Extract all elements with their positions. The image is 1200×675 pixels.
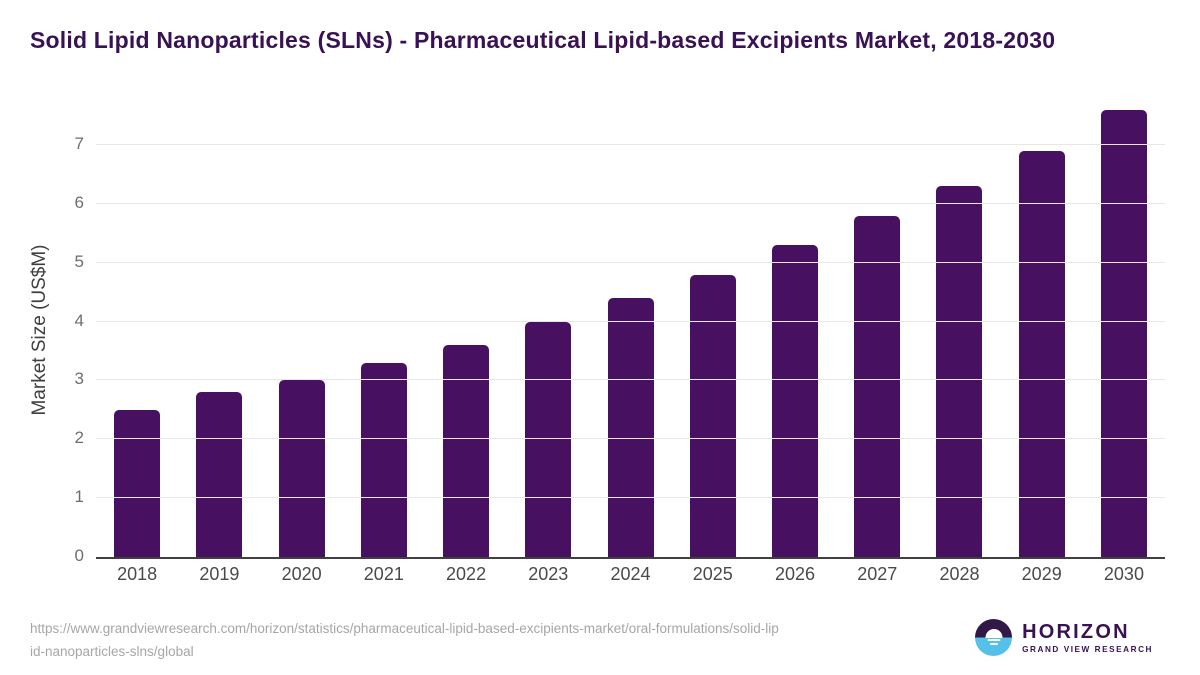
bar-slot-2024 <box>589 100 671 557</box>
gridline-5 <box>96 261 1165 263</box>
y-tick-label-7: 7 <box>74 134 84 154</box>
y-tick-label-6: 6 <box>74 192 84 212</box>
bar-slot-2030 <box>1083 100 1165 557</box>
bar-2029[interactable] <box>1018 150 1065 557</box>
y-axis-title: Market Size (US$M) <box>29 244 50 416</box>
horizon-logo-icon <box>975 619 1013 656</box>
bar-slot-2026 <box>754 100 836 557</box>
x-tick-label-2022: 2022 <box>446 564 487 584</box>
x-tick-label-2020: 2020 <box>281 564 322 584</box>
x-tick-label-2030: 2030 <box>1103 564 1144 584</box>
bar-slot-2018 <box>96 100 178 557</box>
x-tick-label-2023: 2023 <box>528 564 569 584</box>
bar-2021[interactable] <box>360 362 407 557</box>
gridline-1 <box>96 497 1165 499</box>
x-tick-label-2019: 2019 <box>199 564 240 584</box>
bar-2027[interactable] <box>854 215 901 557</box>
logo-name: HORIZON <box>1022 620 1130 643</box>
x-tick-label-2027: 2027 <box>857 564 898 584</box>
bar-2020[interactable] <box>278 380 325 557</box>
gridline-2 <box>96 438 1165 440</box>
plot-area: 0 1 2 3 4 5 6 7 <box>75 100 1165 565</box>
gridline-6 <box>96 202 1165 204</box>
y-tick-label-2: 2 <box>74 428 84 448</box>
x-tick-label-2029: 2029 <box>1021 564 1062 584</box>
bar-2018[interactable] <box>114 409 161 557</box>
sun-reflection-line <box>989 643 998 645</box>
bar-slot-2027 <box>836 100 918 557</box>
bar-slot-2025 <box>672 100 754 557</box>
x-tick-label-2024: 2024 <box>610 564 651 584</box>
chart-title: Solid Lipid Nanoparticles (SLNs) - Pharm… <box>30 27 1056 53</box>
y-tick-label-3: 3 <box>74 369 84 389</box>
x-tick-label-2018: 2018 <box>117 564 158 584</box>
bar-slot-2029 <box>1001 100 1083 557</box>
source-url-line-2: id-nanoparticles-slns/global <box>30 644 194 659</box>
bar-slot-2023 <box>507 100 589 557</box>
bar-2030[interactable] <box>1100 109 1147 557</box>
bar-2026[interactable] <box>771 245 818 557</box>
sun-icon <box>985 628 1003 638</box>
bars-row <box>96 100 1165 557</box>
gridline-7 <box>96 144 1165 146</box>
x-tick-label-2021: 2021 <box>363 564 404 584</box>
gridline-3 <box>96 379 1165 381</box>
y-tick-label-4: 4 <box>74 310 84 330</box>
sun-reflection-line <box>987 639 1001 641</box>
gridline-4 <box>96 320 1165 322</box>
x-tick-label-2026: 2026 <box>774 564 816 584</box>
source-url-line-1: https://www.grandviewresearch.com/horizo… <box>30 621 779 636</box>
bar-slot-2028 <box>918 100 1000 557</box>
bar-slot-2019 <box>178 100 260 557</box>
bar-2023[interactable] <box>525 321 572 557</box>
logo-text: HORIZON GRAND VIEW RESEARCH <box>1022 622 1153 654</box>
bar-slot-2022 <box>425 100 507 557</box>
y-tick-label-1: 1 <box>74 487 84 507</box>
source-url: https://www.grandviewresearch.com/horizo… <box>30 617 790 663</box>
x-axis-labels: 2018 2019 2020 2021 2022 2023 2024 2025 2026 2027… <box>96 564 1165 585</box>
bar-2022[interactable] <box>443 345 490 557</box>
x-tick-label-2028: 2028 <box>939 564 980 584</box>
bar-2024[interactable] <box>607 298 654 557</box>
y-tick-label-0: 0 <box>74 546 84 565</box>
x-tick-label-2025: 2025 <box>692 564 733 584</box>
bar-2025[interactable] <box>689 274 736 557</box>
bar-slot-2021 <box>343 100 425 557</box>
logo-subtitle: GRAND VIEW RESEARCH <box>1022 644 1153 654</box>
y-tick-label-5: 5 <box>74 251 84 271</box>
horizon-logo: HORIZON GRAND VIEW RESEARCH <box>975 619 1153 656</box>
bar-slot-2020 <box>260 100 342 557</box>
bar-2028[interactable] <box>936 186 983 557</box>
bar-2019[interactable] <box>196 392 243 557</box>
